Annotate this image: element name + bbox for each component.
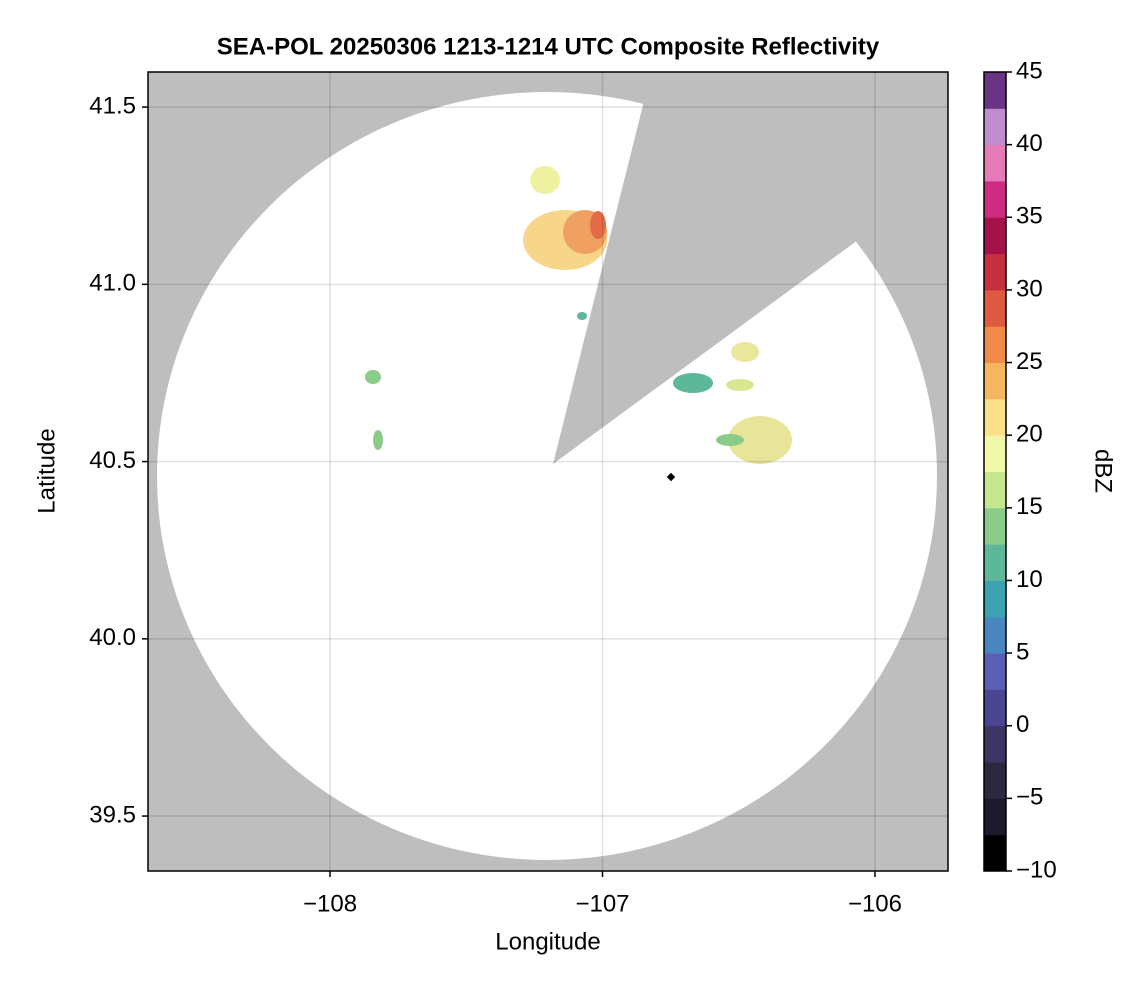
radar-site [666, 472, 676, 482]
echo [530, 166, 560, 194]
colorbar-band [984, 725, 1006, 763]
x-tick-label: −108 [303, 890, 357, 917]
x-tick-label: −107 [575, 890, 629, 917]
y-axis-label: Latitude [33, 428, 60, 513]
y-tick-label: 39.5 [89, 801, 136, 828]
colorbar-band [984, 180, 1006, 218]
colorbar-tick-label: 30 [1016, 275, 1043, 302]
echo [365, 370, 381, 384]
colorbar-band [984, 689, 1006, 727]
colorbar-frame [983, 71, 1007, 872]
echo [590, 211, 606, 239]
y-tick-label: 40.5 [89, 447, 136, 474]
colorbar-tick-label: −10 [1016, 856, 1057, 883]
colorbar-band [984, 471, 1006, 509]
colorbar-band [984, 507, 1006, 545]
colorbar-band [984, 217, 1006, 255]
colorbar-band [984, 580, 1006, 618]
radar-field [148, 72, 948, 871]
colorbar-band [984, 144, 1006, 182]
colorbar-band [984, 289, 1006, 327]
colorbar-band [984, 834, 1006, 872]
colorbar-band [984, 253, 1006, 291]
colorbar-tick-label: 20 [1016, 421, 1043, 448]
colorbar-tick-label: 40 [1016, 130, 1043, 157]
colorbar-band [984, 798, 1006, 836]
echo [716, 434, 744, 446]
echo [673, 373, 713, 393]
plot-frame [147, 71, 949, 872]
colorbar-tick-label: 25 [1016, 348, 1043, 375]
colorbar-tick-label: 35 [1016, 203, 1043, 230]
colorbar-tick-label: −5 [1016, 784, 1043, 811]
colorbar-band [984, 762, 1006, 799]
colorbar-band [984, 72, 1006, 109]
colorbar-band [984, 108, 1006, 146]
colorbar-band [984, 398, 1006, 436]
echo [726, 379, 754, 391]
chart-title: SEA-POL 20250306 1213-1214 UTC Composite… [217, 33, 880, 60]
echo [373, 430, 383, 450]
colorbar-band [984, 435, 1006, 472]
colorbar-label: dBZ [1090, 449, 1117, 493]
y-tick-label: 40.0 [89, 624, 136, 651]
colorbar-band [984, 616, 1006, 654]
x-axis-label: Longitude [495, 928, 600, 955]
colorbar-band [984, 653, 1006, 690]
colorbar-tick-label: 10 [1016, 566, 1043, 593]
colorbar-tick-label: 45 [1016, 57, 1043, 84]
echoes [365, 166, 792, 464]
echo [731, 342, 759, 362]
y-tick-label: 41.0 [89, 270, 136, 297]
x-tick-label: −106 [848, 890, 902, 917]
colorbar-tick-label: 5 [1016, 638, 1029, 665]
colorbar-band [984, 326, 1006, 364]
echo [728, 416, 792, 464]
colorbar-band [984, 362, 1006, 400]
colorbar-tick-label: 0 [1016, 711, 1029, 738]
blocked-sector [553, 72, 894, 464]
colorbar-tick-label: 15 [1016, 493, 1043, 520]
echo [577, 312, 587, 320]
y-tick-label: 41.5 [89, 92, 136, 119]
colorbar-band [984, 544, 1006, 581]
